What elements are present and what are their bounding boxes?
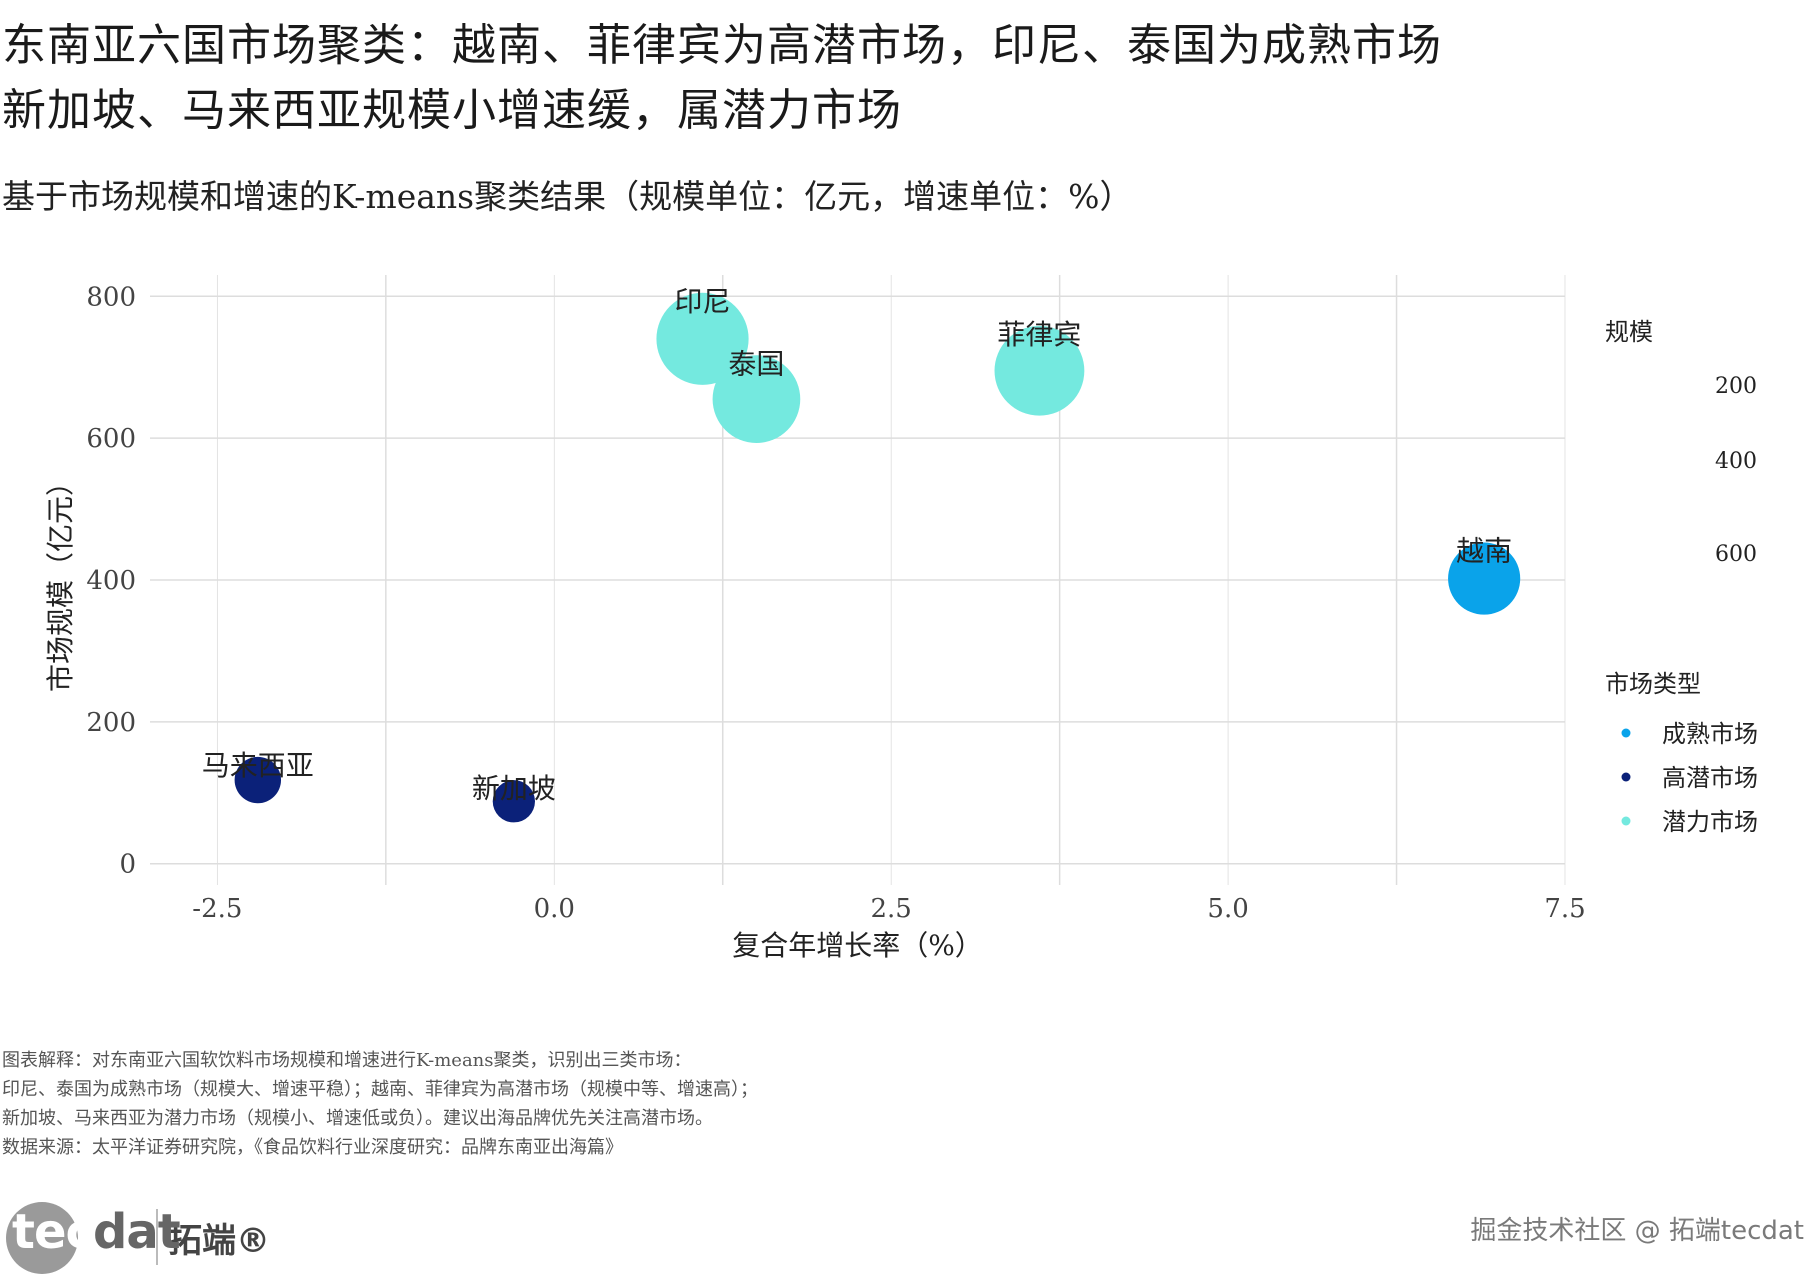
y-tick-label: 600	[86, 424, 136, 454]
x-tick-label: 7.5	[1544, 894, 1585, 924]
note-line-1: 图表解释：对东南亚六国软饮料市场规模和增速进行K-means聚类，识别出三类市场…	[2, 1050, 692, 1071]
legend-item-label: 高潜市场	[1662, 764, 1758, 792]
x-tick-label: 0.0	[534, 894, 575, 924]
note-line-2: 印尼、泰国为成熟市场（规模大、增速平稳）；越南、菲律宾为高潜市场（规模中等、增速…	[2, 1079, 758, 1100]
point-label: 新加坡	[472, 772, 556, 805]
logo-chinese-name: 拓端®	[168, 1220, 270, 1261]
chart-notes: 图表解释：对东南亚六国软饮料市场规模和增速进行K-means聚类，识别出三类市场…	[2, 1046, 758, 1162]
chart-title-line-1: 东南亚六国市场聚类：越南、菲律宾为高潜市场，印尼、泰国为成熟市场	[2, 20, 1442, 71]
chart-subtitle: 基于市场规模和增速的K-means聚类结果（规模单位：亿元，增速单位：%）	[2, 177, 1133, 216]
logo-text-tec: tec	[12, 1204, 94, 1260]
bubble-point	[994, 325, 1085, 416]
note-source: 数据来源：太平洋证券研究院，《食品饮料行业深度研究：品牌东南亚出海篇》	[2, 1137, 623, 1158]
legend-item-label: 潜力市场	[1662, 808, 1758, 836]
tecdat-logo: tecdat 拓端®	[6, 1192, 270, 1282]
bubble-chart: 0 200 400 600 800 -2.5 0.0 2.5 5.0 7.5 复合年增长率（%） 市场…	[44, 275, 1758, 962]
x-tick-label: -2.5	[192, 894, 242, 924]
size-legend-label: 400	[1715, 449, 1757, 474]
point-label: 菲律宾	[997, 318, 1081, 351]
note-line-3: 新加坡、马来西亚为潜力市场（规模小、增速低或负）。建议出海品牌优先关注高潜市场。	[2, 1108, 713, 1129]
logo-circle	[6, 1202, 78, 1274]
bubble-point	[234, 756, 282, 804]
size-legend-label: 600	[1715, 542, 1757, 567]
y-tick-label: 0	[119, 850, 136, 880]
y-tick-label: 200	[86, 708, 136, 738]
y-axis-title: 市场规模（亿元）	[44, 468, 77, 692]
watermark: 掘金技术社区 @ 拓端tecdat	[1470, 1216, 1804, 1246]
bubble-point	[656, 292, 749, 385]
legend-item-label: 成熟市场	[1662, 720, 1758, 748]
legend-swatch-dot	[1621, 816, 1631, 826]
bubble-point	[712, 355, 801, 443]
logo-badge: tecdat	[6, 1198, 181, 1276]
x-axis-title: 复合年增长率（%）	[732, 929, 983, 962]
legend-swatch-dot	[1621, 728, 1631, 738]
point-label: 印尼	[675, 285, 731, 318]
point-label: 越南	[1456, 535, 1512, 568]
y-tick-label: 800	[86, 282, 136, 312]
x-tick-label: 2.5	[871, 894, 912, 924]
x-tick-label: 5.0	[1207, 894, 1248, 924]
legend-swatch-dot	[1621, 772, 1631, 782]
point-label: 泰国	[728, 347, 784, 380]
color-legend-title: 市场类型	[1605, 670, 1701, 698]
logo-separator	[156, 1209, 158, 1265]
bubble-point	[1448, 542, 1521, 615]
chart-title-line-2: 新加坡、马来西亚规模小增速缓，属潜力市场	[2, 85, 902, 136]
point-label: 马来西亚	[202, 749, 314, 782]
logo-text-dat: dat	[92, 1204, 181, 1260]
size-legend-title: 规模	[1605, 318, 1653, 346]
size-legend-label: 200	[1715, 374, 1757, 399]
bubble-point	[492, 780, 535, 823]
logo-wordmark: tecdat	[12, 1204, 181, 1260]
y-tick-label: 400	[86, 566, 136, 596]
